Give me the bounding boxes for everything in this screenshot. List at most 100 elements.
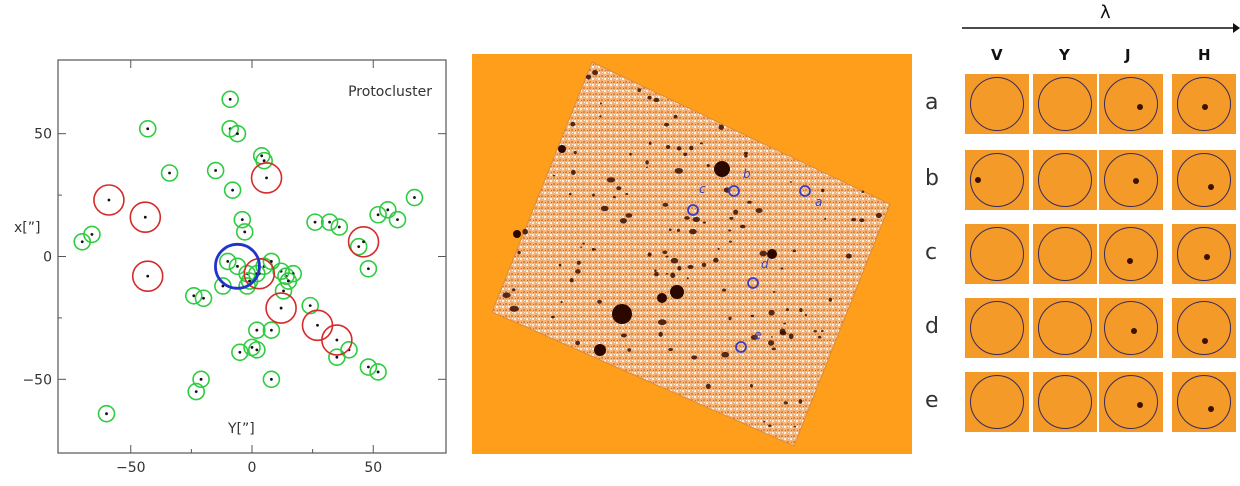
galaxy-blob xyxy=(625,213,633,218)
source-point xyxy=(90,232,94,236)
galaxy-blob xyxy=(668,348,674,352)
x-axis-label: Y[”] xyxy=(227,421,255,437)
red-circle-marker xyxy=(347,225,380,258)
aperture-circle xyxy=(1038,375,1092,429)
source-point xyxy=(143,215,147,219)
x-tick-label: 50 xyxy=(364,460,382,476)
galaxy-blob xyxy=(568,192,572,196)
stamp-d-j xyxy=(1099,298,1163,358)
source-point xyxy=(262,159,266,163)
galaxy-blob xyxy=(799,308,803,313)
source-point xyxy=(107,198,111,202)
source-point xyxy=(214,169,218,172)
aperture-circle xyxy=(970,77,1024,131)
green-circle-marker xyxy=(248,321,266,339)
source-point xyxy=(282,289,285,293)
galaxy-blob xyxy=(657,319,667,326)
y-tick-label: −50 xyxy=(22,372,52,388)
galaxy-blob xyxy=(768,424,772,427)
stamp-d-y xyxy=(1033,298,1097,358)
column-label-y: Y xyxy=(1059,46,1070,64)
bright-source xyxy=(714,161,730,177)
green-circle-marker xyxy=(138,119,157,138)
source-point xyxy=(250,345,254,349)
source-point xyxy=(313,220,317,224)
galaxy-blob xyxy=(749,384,753,388)
bright-source xyxy=(513,230,521,238)
green-circle-marker xyxy=(262,252,281,271)
source-point xyxy=(260,154,264,158)
galaxy-blob xyxy=(571,169,576,175)
galaxy-blob xyxy=(585,74,592,80)
source-point xyxy=(270,260,273,263)
aperture-circle xyxy=(1177,77,1231,131)
galaxy-blob xyxy=(772,291,776,293)
stamp-e-j xyxy=(1099,372,1163,432)
green-circle-marker xyxy=(185,286,203,305)
aperture-circle xyxy=(1104,153,1158,207)
green-circle-marker xyxy=(330,218,349,236)
source-point xyxy=(386,208,390,212)
galaxy-blob xyxy=(875,212,882,219)
green-circle-marker xyxy=(340,341,358,359)
source-point xyxy=(168,171,171,175)
galaxy-blob xyxy=(729,216,734,220)
galaxy-blob xyxy=(658,331,663,337)
galaxy-blob xyxy=(654,269,657,273)
galaxy-blob xyxy=(558,263,562,267)
scatter-plot: Protocluster x[”] Y[”] −50 0 50 50 0 −50 xyxy=(14,59,447,476)
galaxy-blob xyxy=(576,260,581,265)
galaxy-blob xyxy=(702,221,706,224)
red-circle-marker xyxy=(265,292,297,324)
green-circle-marker xyxy=(233,210,252,229)
galaxy-blob xyxy=(665,255,669,258)
stamp-d-h xyxy=(1172,298,1236,358)
galaxy-blob xyxy=(684,216,690,220)
galaxy-blob xyxy=(706,164,710,168)
galaxy-blob xyxy=(599,115,602,118)
bright-source xyxy=(767,249,777,259)
green-circle-marker xyxy=(228,124,247,143)
source-point xyxy=(226,260,230,263)
galaxy-blob xyxy=(845,253,852,259)
galaxy-blob xyxy=(599,102,602,105)
galaxy-blob xyxy=(691,355,698,360)
candidate-marker-c xyxy=(687,204,699,216)
source-point xyxy=(362,240,365,244)
galaxy-blob xyxy=(551,315,555,319)
source-point xyxy=(270,377,273,381)
galaxy-blob xyxy=(646,166,648,169)
aperture-circle xyxy=(1038,227,1092,281)
source-point xyxy=(270,328,273,332)
galaxy-blob xyxy=(705,383,711,389)
source-point xyxy=(194,390,198,393)
green-circle-marker xyxy=(301,296,320,315)
galaxy-blob xyxy=(687,265,694,269)
galaxy-blob xyxy=(592,70,599,76)
row-label-a: a xyxy=(925,90,939,115)
green-circle-marker xyxy=(206,161,225,180)
source-point xyxy=(308,304,312,308)
source-point xyxy=(376,213,380,217)
galaxy-blob xyxy=(674,167,683,174)
red-circle-marker xyxy=(131,260,164,292)
galaxy-blob xyxy=(789,181,792,183)
galaxy-blob xyxy=(721,351,730,358)
galaxy-blob xyxy=(575,269,581,274)
galaxy-blob xyxy=(654,271,659,277)
detection-dot xyxy=(1208,184,1214,190)
scatter-panel: Protocluster x[”] Y[”] −50 0 50 50 0 −50 xyxy=(0,0,460,482)
galaxy-blob xyxy=(824,217,827,220)
source-point xyxy=(335,338,339,342)
y-tick-label: 0 xyxy=(43,250,52,266)
galaxy-blob xyxy=(509,305,519,312)
source-point xyxy=(236,264,239,268)
candidate-marker-a xyxy=(799,185,811,197)
galaxy-blob xyxy=(600,205,609,212)
galaxy-blob xyxy=(779,328,786,335)
galaxy-blob xyxy=(625,193,629,195)
galaxy-blob xyxy=(648,141,652,145)
green-circle-marker xyxy=(231,343,249,362)
galaxy-blob xyxy=(662,250,668,255)
stamp-c-j xyxy=(1099,224,1163,284)
